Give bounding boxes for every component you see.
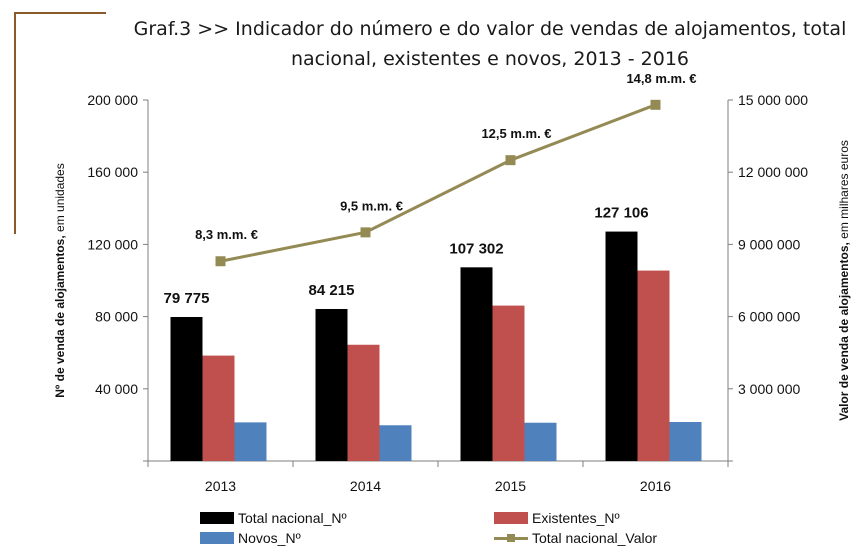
- bar-total-nacional-n-: [170, 317, 203, 461]
- legend-swatch: [200, 512, 234, 524]
- y-left-tick-label: 160 000: [87, 164, 138, 180]
- line-point-marker: [360, 227, 371, 238]
- line-data-label: 8,3 m.m. €: [195, 227, 258, 242]
- frame-top-border: [14, 12, 106, 14]
- y-left-tick-label: 40 000: [95, 381, 138, 397]
- legend-item: Total nacional_Nº: [200, 510, 347, 526]
- y-axis-right-title: Valor de venda de alojamentos, em milhar…: [837, 140, 851, 421]
- bar-existentes-n-: [347, 344, 380, 461]
- legend-item: Novos_Nº: [200, 530, 301, 546]
- line-point-marker: [215, 256, 226, 267]
- bar-novos-n-: [524, 422, 557, 461]
- chart-title-line-1: Graf.3 >> Indicador do número e do valor…: [133, 18, 847, 40]
- x-tick-label: 2015: [495, 478, 526, 494]
- bar-data-label: 107 302: [449, 240, 503, 257]
- line-data-label: 9,5 m.m. €: [340, 198, 403, 213]
- bar-total-nacional-n-: [460, 267, 493, 461]
- legend-label: Existentes_Nº: [532, 510, 620, 526]
- chart-title-line-2: nacional, existentes e novos, 2013 - 201…: [291, 48, 689, 70]
- bar-novos-n-: [669, 422, 702, 461]
- chart-title: Graf.3 >> Indicador do número e do valor…: [120, 14, 860, 74]
- x-tick-label: 2013: [205, 478, 236, 494]
- y-right-tick-label: 3 000 000: [738, 381, 800, 397]
- y-right-tick-label: 9 000 000: [738, 236, 800, 252]
- line-data-label: 12,5 m.m. €: [481, 126, 551, 141]
- legend-swatch: [494, 532, 528, 544]
- x-tick-label: 2014: [350, 478, 381, 494]
- bar-existentes-n-: [492, 305, 525, 461]
- bar-total-nacional-n-: [315, 308, 348, 461]
- bar-existentes-n-: [202, 355, 235, 461]
- y-right-tick-label: 12 000 000: [738, 164, 808, 180]
- bar-novos-n-: [379, 425, 412, 461]
- legend-item: Total nacional_Valor: [494, 530, 657, 546]
- line-point-marker: [650, 99, 661, 110]
- frame-left-border: [14, 12, 16, 234]
- legend-label: Total nacional_Nº: [238, 510, 347, 526]
- y-right-tick-label: 6 000 000: [738, 309, 800, 325]
- bar-novos-n-: [234, 422, 267, 461]
- line-point-marker: [505, 155, 516, 166]
- bar-existentes-n-: [637, 270, 670, 461]
- y-right-tick-label: 15 000 000: [738, 92, 808, 108]
- y-left-tick-label: 200 000: [87, 92, 138, 108]
- bar-data-label: 127 106: [594, 205, 648, 222]
- legend-swatch: [494, 512, 528, 524]
- bar-total-nacional-n-: [605, 231, 638, 461]
- legend-swatch: [200, 532, 234, 544]
- x-tick-label: 2016: [640, 478, 671, 494]
- bar-data-label: 84 215: [309, 282, 355, 299]
- legend-label: Total nacional_Valor: [532, 530, 658, 546]
- y-axis-left-title: Nº de venda de alojamentos, em unidades: [53, 163, 67, 397]
- legend-item: Existentes_Nº: [494, 510, 620, 526]
- legend-label: Novos_Nº: [238, 530, 301, 546]
- line-series-total-valor: [220, 103, 657, 263]
- line-data-label: 14,8 m.m. €: [626, 71, 696, 86]
- y-left-tick-label: 80 000: [95, 309, 138, 325]
- y-left-tick-label: 120 000: [87, 236, 138, 252]
- bar-data-label: 79 775: [164, 290, 210, 307]
